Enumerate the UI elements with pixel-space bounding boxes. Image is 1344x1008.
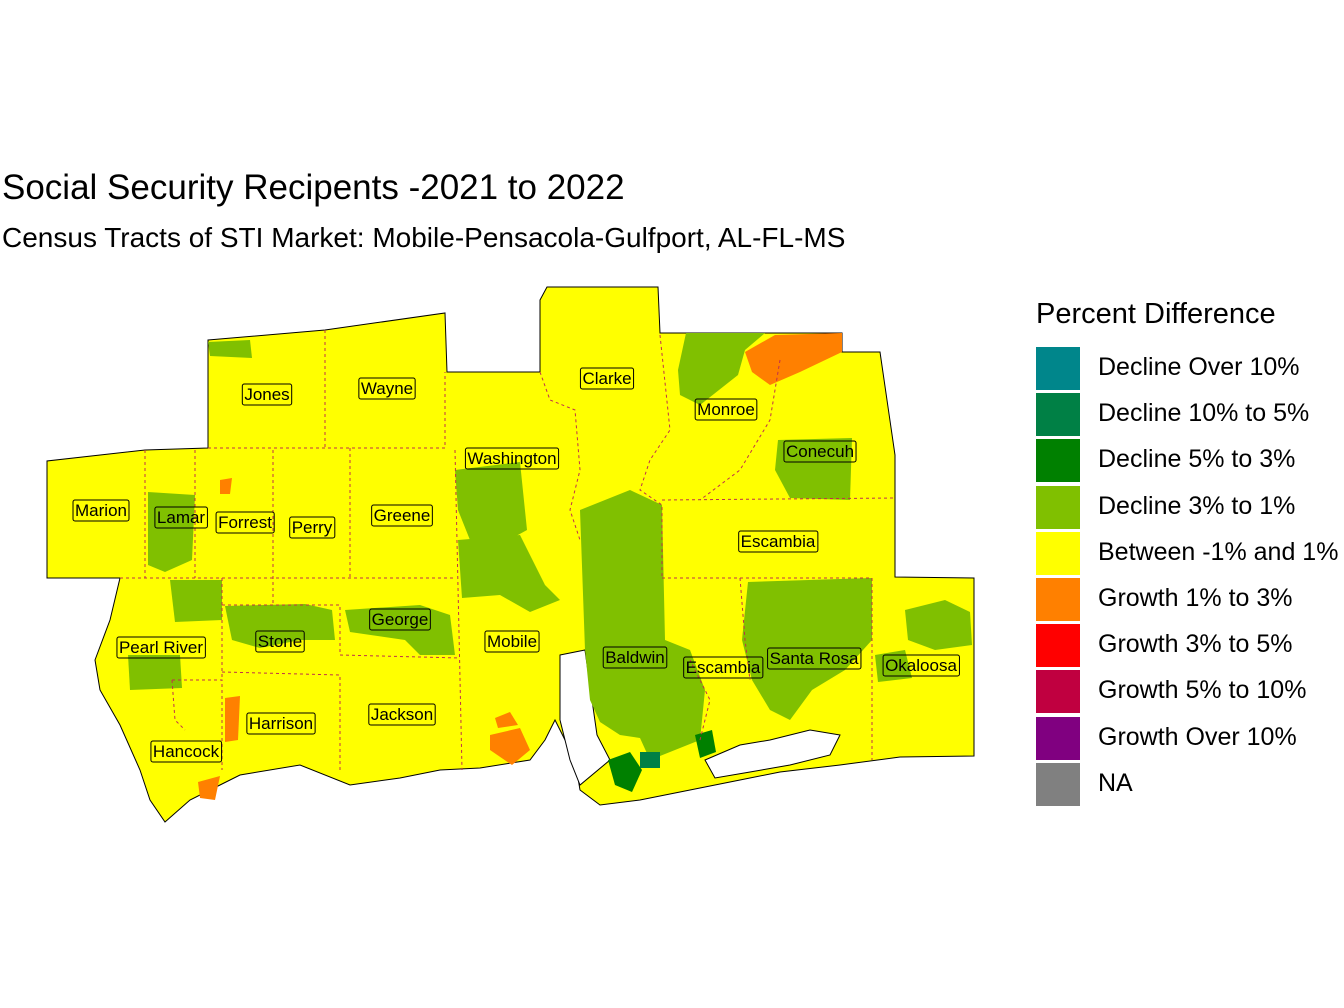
svg-text:Mobile: Mobile [487,632,537,651]
county-borders [120,330,896,771]
svg-text:Santa Rosa: Santa Rosa [770,649,859,668]
county-label: Harrison [246,712,316,735]
svg-text:Monroe: Monroe [697,400,755,419]
map-subtitle: Census Tracts of STI Market: Mobile-Pens… [2,222,846,253]
legend-label: Growth Over 10% [1098,722,1297,751]
county-label: Okaloosa [882,654,960,677]
svg-text:Jones: Jones [244,385,289,404]
county-label: George [369,608,431,631]
county-label: Lamar [154,506,208,529]
legend-label: Growth 5% to 10% [1098,676,1307,705]
legend-label: Growth 1% to 3% [1098,584,1293,612]
legend-label: Decline 5% to 3% [1098,445,1296,474]
county-label: Jones [241,383,293,406]
svg-text:Jackson: Jackson [371,705,433,724]
svg-text:Marion: Marion [75,501,127,520]
county-label: Escambia [738,530,819,553]
choropleth-map: Jones Wayne Clarke Monroe Washington Conecuh M… [46,286,975,823]
legend-swatch [1036,716,1080,760]
legend-swatch [1036,624,1080,668]
county-label: Mobile [484,630,540,653]
county-label: Wayne [358,377,416,400]
legend-swatch [1036,762,1080,806]
county-label: Baldwin [602,646,668,669]
svg-text:Forrest: Forrest [218,513,272,532]
svg-text:Perry: Perry [292,518,333,537]
county-label: Forrest [215,511,275,534]
svg-text:Harrison: Harrison [249,714,313,733]
svg-text:Escambia: Escambia [686,658,761,677]
legend-label: Decline Over 10% [1098,353,1300,381]
county-labels: Jones Wayne Clarke Monroe Washington Conecuh M… [72,367,960,763]
legend-swatch [1036,670,1080,714]
legend-label: Growth 3% to 5% [1098,630,1293,659]
legend-swatch [1036,485,1080,529]
svg-text:Stone: Stone [258,632,302,651]
legend-swatch [1036,439,1080,483]
svg-text:Pearl River: Pearl River [119,638,203,657]
legend-label: NA [1098,768,1133,797]
svg-text:Washington: Washington [467,449,556,468]
svg-text:Lamar: Lamar [157,508,206,527]
svg-text:Wayne: Wayne [361,379,413,398]
county-label: Clarke [579,367,635,390]
legend-swatch [1036,347,1080,390]
legend-swatch [1036,531,1080,575]
county-label: Escambia [683,656,764,679]
county-label: Marion [72,499,130,522]
svg-text:Greene: Greene [374,506,431,525]
svg-text:Hancock: Hancock [153,742,220,761]
map-title: Social Security Recipents -2021 to 2022 [2,168,625,207]
county-label: Pearl River [116,636,206,659]
county-label: Jackson [368,703,436,726]
svg-text:Okaloosa: Okaloosa [885,656,957,675]
county-label: Hancock [150,740,223,763]
county-label: Stone [255,630,305,653]
decline-10-5-areas [640,752,660,768]
county-label: Greene [371,504,433,527]
svg-text:Conecuh: Conecuh [786,442,854,461]
legend-title: Percent Difference [1036,298,1276,330]
growth-1-3-areas [198,333,842,800]
legend-swatch [1036,578,1080,621]
legend-label: Decline 10% to 5% [1098,399,1310,428]
legend-label: Between -1% and 1% [1098,537,1339,566]
county-label: Washington [464,447,560,470]
county-label: Conecuh [783,440,857,463]
water-pensacola-bay [704,729,841,779]
county-label: Perry [289,516,336,539]
svg-text:Clarke: Clarke [582,369,631,388]
svg-text:Escambia: Escambia [741,532,816,551]
svg-text:Baldwin: Baldwin [605,648,665,667]
county-label: Santa Rosa [767,647,862,670]
legend-label: Decline 3% to 1% [1098,491,1296,520]
legend-swatch [1036,393,1080,437]
svg-text:George: George [372,610,429,629]
county-label: Monroe [694,398,758,421]
